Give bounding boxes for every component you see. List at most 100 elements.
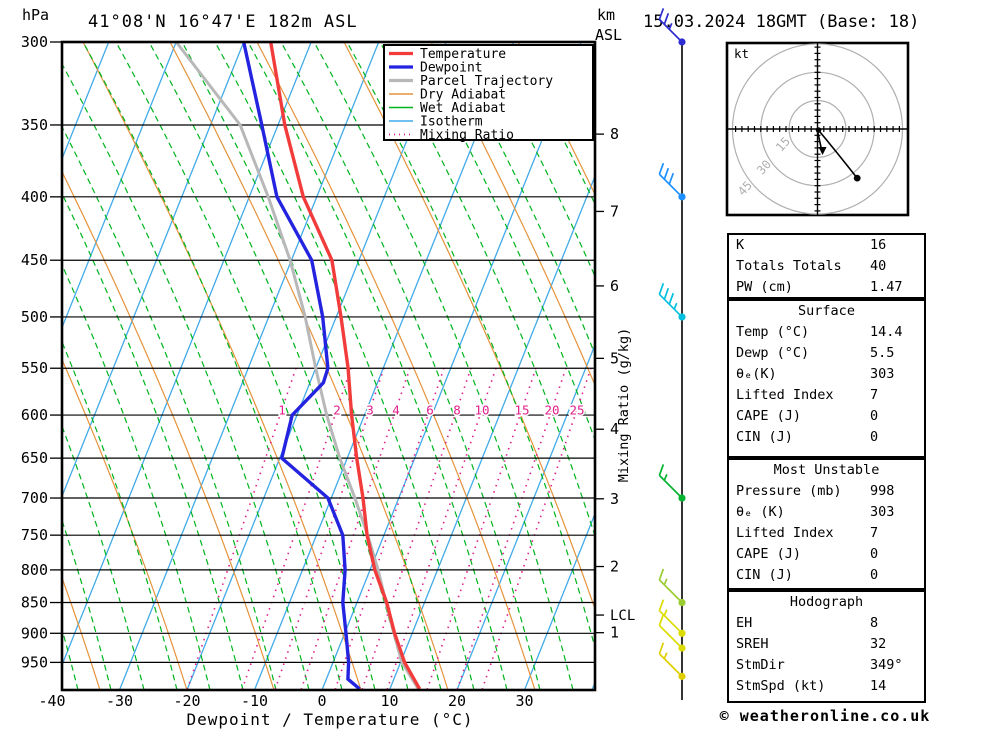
temperature-curve — [269, 42, 422, 690]
wind-barb — [658, 568, 686, 607]
temperature-tick-label: -20 — [173, 692, 200, 710]
hodograph-trace-end-dot — [853, 174, 861, 182]
wind-barb-half-tick — [673, 302, 678, 310]
wind-barb — [658, 642, 686, 680]
mixing-ratio-value: 25 — [569, 403, 584, 418]
isotherm-line — [253, 42, 515, 690]
pressure-tick-label: 550 — [21, 359, 48, 377]
pressure-tick-label: 650 — [21, 449, 48, 467]
wet-adiabat-line — [62, 125, 277, 690]
stats-table: Most Unstable Pressure (mb) 998 θₑ (K) 303 Li… — [727, 458, 926, 590]
stats-value: 40 — [870, 258, 887, 274]
stats-label: StmDir — [736, 657, 785, 673]
wet-adiabat-line — [313, 42, 574, 690]
pressure-axis: 300 350 400 450 500 550 600 650 700 750 800 850 900 9… — [21, 33, 62, 671]
mixing-ratio-line — [456, 367, 567, 690]
pressure-tick-label: 400 — [21, 188, 48, 206]
wind-barb-full-tick — [668, 292, 675, 305]
mixing-ratio-line — [481, 367, 592, 690]
stats-value: 0 — [870, 567, 879, 583]
hodograph-trace — [816, 128, 858, 179]
stats-value: 14.4 — [870, 324, 903, 340]
km-tick-label: 8 — [610, 125, 619, 143]
wet-adiabat-line — [62, 518, 112, 690]
mixing-ratio-value: 6 — [426, 403, 434, 418]
legend-label: Isotherm — [420, 115, 483, 130]
wet-adiabat-line — [62, 424, 145, 690]
x-axis-title: Dewpoint / Temperature (°C) — [186, 710, 474, 729]
wet-adiabat-line — [82, 42, 343, 690]
wet-adiabat-line — [115, 42, 376, 690]
mixing-ratio-line — [426, 367, 537, 690]
stats-label: Dewp (°C) — [736, 345, 810, 361]
stats-value: 0 — [870, 546, 879, 562]
mixing-ratio-value: 4 — [392, 403, 400, 418]
mixing-ratio-line — [241, 367, 352, 690]
wind-barb-stem — [658, 624, 683, 649]
pressure-tick-label: 300 — [21, 33, 48, 51]
wind-barb-stem — [658, 173, 683, 198]
plot-area: 1 2 3 4 6 8 10 15 20 25 — [62, 42, 595, 690]
wind-barb-full-tick — [658, 162, 665, 175]
km-tick-label: 2 — [610, 558, 619, 576]
stats-row: θₑ(K) 303 — [729, 364, 924, 385]
legend-label: Wet Adiabat — [420, 101, 506, 116]
km-tick-label: 6 — [610, 277, 619, 295]
mixing-ratio-value: 1 — [278, 403, 286, 418]
mixing-ratio-value: 15 — [514, 403, 529, 418]
stats-row: Temp (°C) 14.4 — [729, 322, 924, 343]
pressure-tick-label: 350 — [21, 116, 48, 134]
stats-label: Lifted Index — [736, 387, 834, 403]
stats-row: θₑ (K) 303 — [729, 502, 924, 523]
stats-row: CIN (J) 0 — [729, 565, 924, 586]
stats-label: CAPE (J) — [736, 546, 802, 562]
isotherm-line — [523, 511, 595, 690]
stats-value: 7 — [870, 525, 879, 541]
stats-label: Pressure (mb) — [736, 483, 842, 499]
stats-row: Lifted Index 7 — [729, 385, 924, 406]
pressure-tick-label: 950 — [21, 653, 48, 671]
stats-label: θₑ(K) — [736, 366, 777, 382]
stats-value: 16 — [870, 237, 887, 253]
stats-value: 303 — [870, 366, 895, 382]
wind-barb — [658, 614, 686, 652]
wind-barb-full-tick — [663, 167, 670, 180]
isotherm-line — [62, 42, 245, 499]
stats-label: θₑ (K) — [736, 504, 785, 520]
wind-barb-stem — [658, 293, 683, 318]
stats-value: 7 — [870, 387, 879, 403]
stats-row: EH 8 — [729, 613, 924, 634]
isotherm-line — [62, 42, 110, 161]
mixing-ratio-line — [300, 367, 411, 690]
legend-label: Dewpoint — [420, 61, 483, 76]
stats-label: K — [736, 237, 745, 253]
km-tick-label: 7 — [610, 202, 619, 220]
legend-label: Parcel Trajectory — [420, 74, 553, 89]
wet-adiabat-line — [181, 42, 442, 690]
stats-value: 349° — [870, 657, 903, 673]
pressure-tick-label: 450 — [21, 251, 48, 269]
stats-label: CIN (J) — [736, 567, 793, 583]
wind-barb-full-tick — [668, 172, 675, 185]
wind-barb-half-tick — [663, 578, 668, 586]
wind-barb-stem — [658, 579, 683, 604]
legend-label: Dry Adiabat — [420, 88, 506, 103]
pressure-tick-label: 700 — [21, 489, 48, 507]
wind-barb-full-tick — [658, 283, 665, 295]
stats-row: Dewp (°C) 5.5 — [729, 343, 924, 364]
stats-row: Lifted Index 7 — [729, 523, 924, 544]
mixing-ratio-value: 20 — [544, 403, 559, 418]
dry-adiabat-line — [62, 170, 275, 690]
km-tick-label: 5 — [610, 349, 619, 367]
isotherm-line — [62, 42, 177, 330]
mixing-ratio-line — [274, 367, 385, 690]
mixing-ratio-lines — [186, 367, 592, 690]
isotherm-line — [118, 42, 380, 690]
temperature-tick-label: 20 — [448, 692, 466, 710]
dry-adiabat-line — [82, 42, 362, 690]
copyright-label: © weatheronline.co.uk — [719, 707, 931, 725]
legend-label: Mixing Ratio — [420, 128, 514, 143]
wind-barb — [658, 464, 686, 502]
stats-label: CAPE (J) — [736, 408, 802, 424]
isotherm-line — [62, 42, 312, 667]
